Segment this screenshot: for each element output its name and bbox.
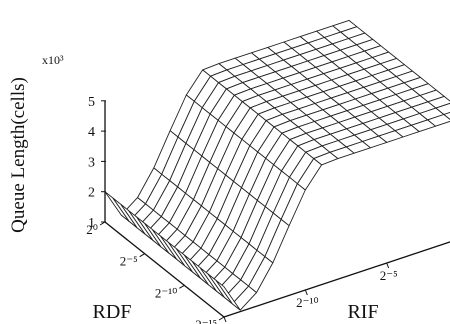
rdf-tick-label: 2⁰ xyxy=(86,222,98,237)
rdf-tick-mark xyxy=(218,316,225,321)
rif-tick-label: 2⁻¹⁵ xyxy=(217,322,239,324)
surface-mesh xyxy=(104,19,450,311)
rdf-tick-label: 2⁻⁵ xyxy=(120,254,138,269)
z-axis-label: Queue Length(cells) xyxy=(8,77,29,233)
z-tick-label: 2 xyxy=(88,186,95,201)
axes-layer xyxy=(99,100,450,323)
z-tick-label: 1 xyxy=(88,216,95,231)
rdf-axis-title: RDF xyxy=(93,301,132,323)
rdf-tick-mark xyxy=(139,253,145,258)
z-tick-label: 3 xyxy=(88,155,95,170)
rdf-tick-label: 2⁻¹⁵ xyxy=(195,317,217,324)
rif-axis-line xyxy=(223,241,450,318)
z-tick-label: 4 xyxy=(88,125,95,140)
rdf-tick-mark xyxy=(99,221,106,226)
rif-tick-mark xyxy=(386,262,390,269)
rif-tick-mark xyxy=(223,316,227,323)
rdf-tick-label: 2⁻¹⁰ xyxy=(155,285,177,300)
z-multiplier-label: x10³ xyxy=(42,53,64,67)
rif-tick-mark xyxy=(304,289,308,296)
rdf-tick-mark xyxy=(179,284,185,289)
z-tick-label: 5 xyxy=(88,95,95,110)
surface-cell xyxy=(215,279,241,311)
rdf-axis-line xyxy=(104,221,225,318)
rif-axis-title: RIF xyxy=(347,301,378,323)
rif-tick-label: 2⁻⁵ xyxy=(380,268,398,283)
rif-tick-label: 2⁻¹⁰ xyxy=(296,295,318,310)
